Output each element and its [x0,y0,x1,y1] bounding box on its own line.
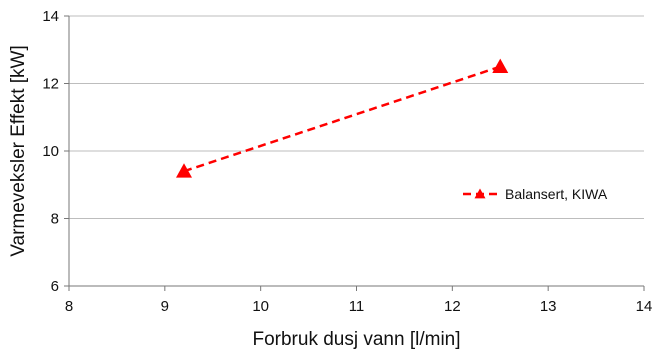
y-tick-label: 10 [42,143,59,160]
x-axis-title: Forbruk dusj vann [l/min] [252,329,460,350]
legend-label: Balansert, KIWA [505,186,608,202]
x-tick-label: 11 [349,298,365,315]
series [176,58,509,178]
y-tick-label: 12 [42,76,59,93]
x-tick-label: 12 [444,298,461,315]
x-tick-label: 14 [636,298,653,315]
legend: Balansert, KIWA [463,186,608,202]
y-tick-label: 6 [51,278,59,295]
legend-marker [474,188,486,199]
x-tick-label: 9 [161,298,169,315]
y-tick-label: 14 [42,8,59,25]
series-line [183,65,501,173]
x-tick-label: 13 [540,298,557,315]
data-point-triangle [176,163,192,178]
x-tick-label: 8 [65,298,73,315]
x-tick-label: 10 [252,298,269,315]
data-point-triangle [492,58,509,74]
y-tick-label: 8 [51,211,59,228]
y-axis-title: Varmeveksler Effekt [kW] [8,45,29,257]
gridlines [69,15,644,219]
